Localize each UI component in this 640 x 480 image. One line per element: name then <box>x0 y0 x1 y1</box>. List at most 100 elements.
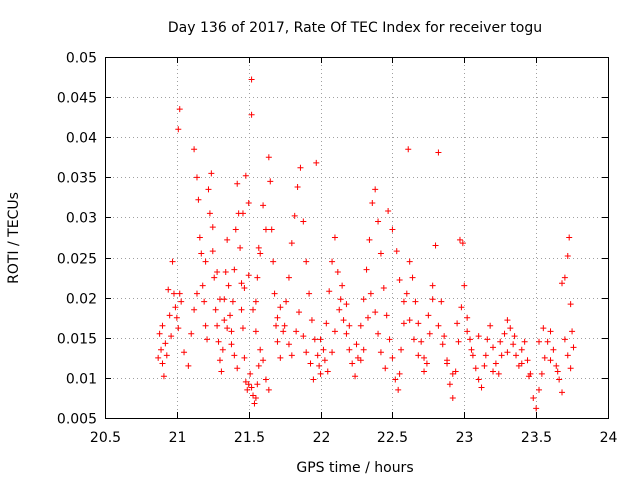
data-point <box>247 370 254 377</box>
data-point <box>435 322 442 329</box>
data-point <box>392 376 399 383</box>
data-point <box>168 333 175 340</box>
data-point <box>245 381 252 388</box>
data-point <box>383 312 390 319</box>
data-point <box>455 338 462 345</box>
data-point <box>459 240 466 247</box>
data-point <box>415 320 422 327</box>
data-point <box>267 178 274 185</box>
data-point <box>564 352 571 359</box>
data-point <box>364 314 371 321</box>
data-point <box>438 298 445 305</box>
data-point <box>308 317 315 324</box>
data-point <box>467 336 474 343</box>
data-point <box>239 210 246 217</box>
chart-title: Day 136 of 2017, Rate Of TEC Index for r… <box>168 20 542 36</box>
data-point <box>533 405 540 412</box>
data-point <box>513 352 520 359</box>
data-point <box>385 208 392 215</box>
data-point <box>159 360 166 367</box>
data-point <box>202 258 209 265</box>
data-point <box>395 386 402 393</box>
x-tick-label: 23.5 <box>521 430 552 446</box>
data-point <box>271 290 278 297</box>
data-point <box>252 298 259 305</box>
data-point <box>181 349 188 356</box>
data-point <box>228 328 235 335</box>
data-point <box>410 336 417 343</box>
y-tick-label: 0.035 <box>57 171 97 187</box>
data-point <box>518 346 525 353</box>
data-point <box>307 360 314 367</box>
data-point <box>296 309 303 316</box>
data-point <box>324 368 331 375</box>
data-point <box>155 354 162 361</box>
data-point <box>490 368 497 375</box>
data-point <box>265 154 272 161</box>
data-point <box>313 159 320 166</box>
data-point <box>254 381 261 388</box>
data-point <box>248 76 255 83</box>
data-point <box>291 212 298 219</box>
data-point <box>468 346 475 353</box>
data-point <box>188 330 195 337</box>
data-point <box>478 384 485 391</box>
data-point <box>482 352 489 359</box>
data-point <box>231 352 238 359</box>
data-point <box>320 346 327 353</box>
data-point <box>484 336 491 343</box>
data-point <box>227 312 234 319</box>
data-point <box>464 314 471 321</box>
data-point <box>241 354 248 361</box>
data-point <box>406 317 413 324</box>
data-point <box>547 357 554 364</box>
data-point <box>461 282 468 289</box>
data-point <box>340 317 347 324</box>
data-point <box>377 250 384 257</box>
data-point <box>550 346 557 353</box>
data-point <box>209 248 216 255</box>
data-point <box>449 394 456 401</box>
data-point <box>245 200 252 207</box>
data-point <box>274 338 281 345</box>
y-axis-label: ROTI / TECUs <box>6 192 22 284</box>
data-point <box>396 277 403 284</box>
data-point <box>547 328 554 335</box>
data-point <box>559 389 566 396</box>
data-point <box>254 274 261 281</box>
data-point <box>270 258 277 265</box>
data-point <box>231 266 238 273</box>
data-point <box>331 328 338 335</box>
data-point <box>198 250 205 257</box>
data-point <box>175 325 182 332</box>
data-point <box>504 349 511 356</box>
data-point <box>382 365 389 372</box>
data-point <box>212 306 219 313</box>
data-point <box>262 226 269 233</box>
data-point <box>306 290 313 297</box>
data-point <box>170 290 177 297</box>
data-point <box>221 317 228 324</box>
data-point <box>211 274 218 281</box>
data-point <box>423 360 430 367</box>
data-point <box>418 338 425 345</box>
data-point <box>495 370 502 377</box>
data-point <box>439 341 446 348</box>
data-point <box>429 282 436 289</box>
x-tick-label: 23 <box>456 430 474 446</box>
data-point <box>458 304 465 311</box>
data-point <box>421 368 428 375</box>
data-point <box>400 298 407 305</box>
data-point <box>389 354 396 361</box>
data-point <box>363 266 370 273</box>
data-point <box>262 376 269 383</box>
data-point <box>317 336 324 343</box>
data-point <box>393 248 400 255</box>
data-point <box>349 360 356 367</box>
data-point <box>570 344 577 351</box>
data-point <box>173 314 180 321</box>
data-point <box>250 306 257 313</box>
data-point <box>241 285 248 292</box>
data-point <box>429 296 436 303</box>
